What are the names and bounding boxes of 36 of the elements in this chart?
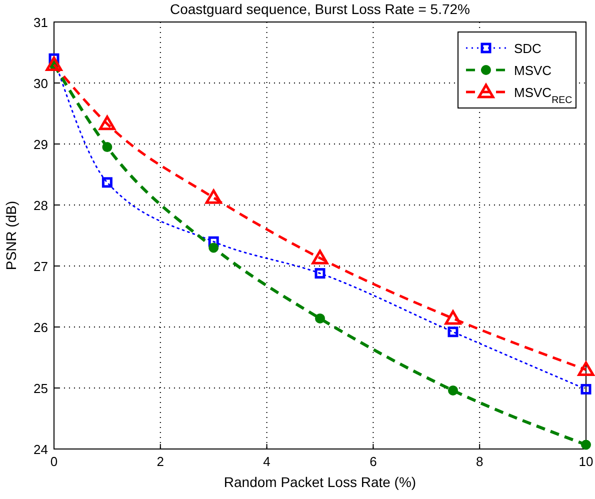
- y-tick-label: 24: [34, 442, 48, 457]
- point: [581, 440, 591, 450]
- x-tick-label: 10: [578, 454, 594, 469]
- y-tick-label: 31: [34, 15, 48, 30]
- point: [578, 361, 594, 376]
- point: [205, 189, 222, 204]
- x-tick-label: 0: [50, 454, 58, 469]
- point: [208, 236, 219, 247]
- x-tick-label: 4: [263, 454, 270, 469]
- point: [98, 116, 116, 130]
- x-axis-title: Random Packet Loss Rate (%): [224, 474, 416, 490]
- y-tick-label: 29: [34, 137, 48, 152]
- point: [102, 177, 112, 188]
- y-tick-label: 25: [34, 381, 48, 396]
- y-tick-label: 26: [34, 320, 48, 335]
- legend-label: MSVC: [514, 63, 552, 78]
- point: [46, 56, 62, 71]
- x-tick-label: 8: [476, 454, 484, 469]
- point: [312, 250, 328, 264]
- y-tick-label: 30: [34, 76, 48, 91]
- y-tick-label: 28: [34, 198, 48, 213]
- point: [580, 384, 592, 394]
- x-tick-label: 2: [156, 454, 164, 469]
- point: [314, 268, 326, 279]
- legend-label: SDC: [514, 41, 542, 56]
- point: [208, 242, 219, 253]
- point: [444, 310, 462, 325]
- chart-title: Coastguard sequence, Burst Loss Rate = 5.72%: [170, 1, 470, 17]
- point: [448, 385, 458, 396]
- point: [315, 313, 325, 324]
- y-tick-label: 27: [34, 259, 48, 274]
- legend-label: MSVC$_{REC}$: [514, 85, 572, 106]
- point: [448, 326, 458, 338]
- x-tick-label: 6: [370, 454, 377, 469]
- point: [102, 142, 112, 152]
- y-axis-title: PSNR (dB): [3, 200, 19, 270]
